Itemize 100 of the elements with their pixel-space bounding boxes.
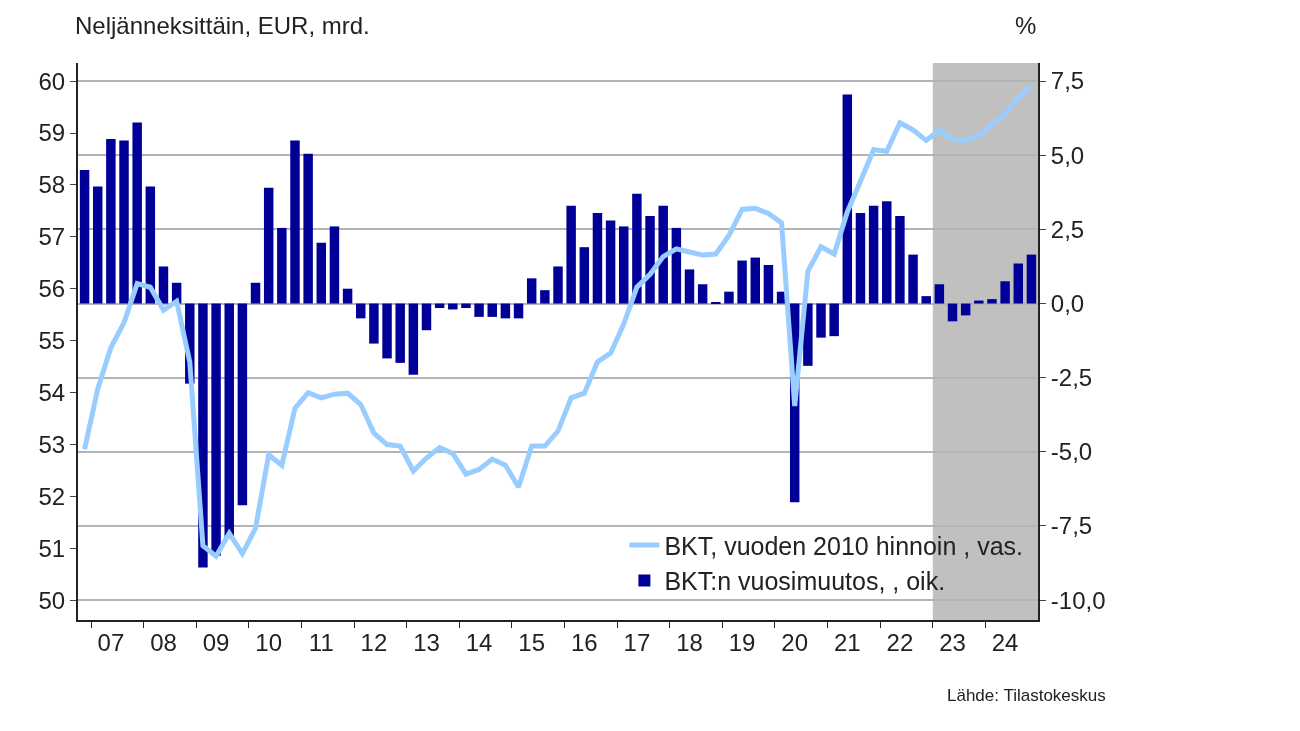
bar bbox=[619, 226, 629, 304]
y-tick-label: 54 bbox=[38, 379, 66, 407]
y2-tick-label: 5,0 bbox=[1050, 141, 1085, 169]
bar bbox=[645, 216, 655, 304]
bar bbox=[855, 213, 866, 304]
bar bbox=[921, 296, 931, 304]
bar bbox=[342, 288, 353, 304]
bar bbox=[750, 257, 760, 304]
bar bbox=[763, 264, 774, 304]
x-tick-label: 16 bbox=[570, 628, 598, 656]
x-tick-label: 23 bbox=[939, 628, 966, 656]
bar bbox=[487, 303, 497, 317]
legend-label: BKT, vuoden 2010 hinnoin , vas. bbox=[664, 531, 1023, 560]
bar bbox=[408, 303, 419, 375]
bar bbox=[1026, 254, 1037, 304]
x-tick-label: 13 bbox=[413, 628, 440, 656]
bar bbox=[882, 201, 892, 304]
bar bbox=[1013, 263, 1024, 304]
bar bbox=[237, 303, 248, 506]
x-tick-label: 10 bbox=[255, 628, 283, 656]
bar bbox=[382, 303, 392, 359]
bar bbox=[277, 227, 287, 304]
x-tick-label: 08 bbox=[150, 628, 177, 656]
bar bbox=[1000, 281, 1010, 304]
bar bbox=[947, 303, 958, 322]
bar bbox=[868, 205, 879, 304]
y-tick-label: 55 bbox=[38, 327, 66, 355]
bar bbox=[329, 226, 340, 304]
bar bbox=[316, 242, 327, 304]
bar bbox=[632, 193, 642, 304]
y-tick-label: 51 bbox=[38, 534, 66, 562]
bar bbox=[500, 303, 511, 319]
bar bbox=[895, 216, 905, 304]
x-tick-label: 22 bbox=[886, 628, 914, 656]
legend-label: BKT:n vuosimuutos, , oik. bbox=[664, 567, 946, 596]
bar bbox=[513, 303, 524, 319]
bar bbox=[934, 284, 945, 304]
bar bbox=[132, 122, 142, 304]
y-tick-label: 53 bbox=[38, 430, 66, 458]
y2-tick-label: 2,5 bbox=[1050, 215, 1085, 243]
bar bbox=[290, 140, 300, 304]
y2-tick-label: -2,5 bbox=[1050, 364, 1093, 392]
y2-tick-label: -5,0 bbox=[1050, 438, 1093, 466]
x-tick-label: 07 bbox=[97, 628, 125, 656]
x-tick-label: 20 bbox=[781, 628, 809, 656]
bar bbox=[395, 303, 405, 363]
bar bbox=[540, 290, 550, 304]
y-tick-label: 59 bbox=[38, 119, 66, 147]
bar bbox=[724, 291, 734, 304]
bar bbox=[106, 138, 116, 304]
bar bbox=[92, 186, 103, 304]
bar bbox=[579, 247, 590, 304]
bar bbox=[224, 303, 234, 538]
bar bbox=[263, 187, 274, 304]
y-axis-title: Neljänneksittäin, EUR, mrd. bbox=[75, 12, 370, 39]
x-tick-label: 14 bbox=[465, 628, 493, 656]
bar bbox=[356, 303, 366, 319]
bar bbox=[697, 284, 708, 304]
bar bbox=[566, 205, 576, 304]
bar bbox=[526, 278, 537, 304]
x-tick-label: 11 bbox=[308, 628, 334, 656]
y-tick-label: 50 bbox=[38, 586, 66, 614]
text: Lähde: Tilastokeskus bbox=[947, 686, 1106, 705]
y-tick-label: 56 bbox=[38, 275, 66, 303]
bar bbox=[605, 220, 616, 304]
x-tick-label: 09 bbox=[202, 628, 230, 656]
bar bbox=[908, 254, 918, 304]
x-tick-label: 18 bbox=[676, 628, 703, 656]
bar bbox=[250, 282, 261, 304]
bar bbox=[987, 299, 997, 304]
bar bbox=[369, 303, 379, 344]
bar bbox=[79, 170, 90, 304]
bar bbox=[553, 266, 563, 304]
x-tick-label: 12 bbox=[360, 628, 388, 656]
bar bbox=[461, 303, 471, 308]
x-tick-label: 17 bbox=[623, 628, 651, 656]
bar bbox=[474, 303, 484, 317]
y-tick-label: 58 bbox=[38, 171, 66, 199]
y2-tick-label: 0,0 bbox=[1050, 289, 1085, 317]
bar bbox=[211, 303, 221, 556]
y-tick-label: 52 bbox=[38, 482, 66, 510]
y2-axis-title: % bbox=[1015, 12, 1037, 39]
y-tick-label: 60 bbox=[38, 67, 66, 95]
y2-tick-label: -7,5 bbox=[1050, 512, 1093, 540]
y2-tick-label: 7,5 bbox=[1050, 67, 1085, 95]
bar bbox=[119, 140, 129, 304]
bar bbox=[658, 205, 668, 304]
x-tick-label: 15 bbox=[518, 628, 546, 656]
bar bbox=[684, 269, 695, 304]
x-tick-label: 21 bbox=[833, 628, 861, 656]
x-tick-label: 19 bbox=[728, 628, 756, 656]
bar bbox=[158, 266, 169, 304]
bar bbox=[974, 300, 984, 304]
bar bbox=[592, 213, 603, 304]
bar bbox=[816, 303, 826, 338]
bar bbox=[737, 260, 747, 304]
x-tick-label: 24 bbox=[991, 628, 1019, 656]
bar bbox=[829, 303, 839, 337]
bar bbox=[421, 303, 432, 331]
y-tick-label: 57 bbox=[38, 223, 66, 251]
